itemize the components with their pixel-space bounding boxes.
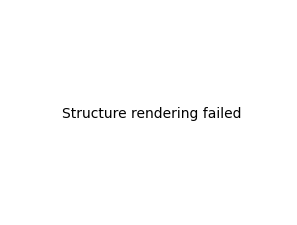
Text: Structure rendering failed: Structure rendering failed [62,107,242,121]
